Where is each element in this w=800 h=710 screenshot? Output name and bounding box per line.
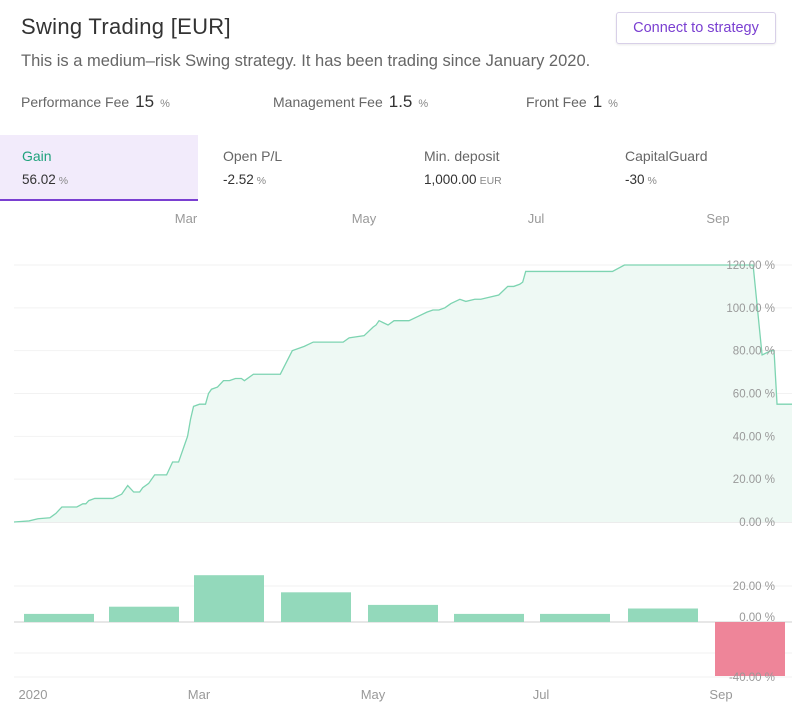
tab-label: Min. deposit (424, 148, 500, 164)
tab-gain[interactable]: Gain 56.02% (0, 135, 198, 201)
monthly-bar (715, 622, 785, 676)
area-y-tick: 60.00 % (733, 389, 775, 401)
tab-label: Gain (22, 148, 52, 164)
strategy-description: This is a medium–risk Swing strategy. It… (21, 52, 591, 70)
monthly-bar (281, 592, 351, 622)
area-y-tick: 120.00 % (726, 260, 775, 272)
top-axis-label: Sep (706, 211, 729, 226)
fees-row: Performance Fee 15 % Management Fee 1.5 … (0, 92, 800, 116)
area-y-tick: 40.00 % (733, 431, 775, 443)
area-y-tick: 80.00 % (733, 346, 775, 358)
fee-label: Management Fee (273, 94, 383, 110)
performance-fee: Performance Fee 15 % (21, 92, 170, 112)
monthly-gain-bars (24, 575, 785, 676)
area-y-tick: 100.00 % (726, 303, 775, 315)
bar-y-ticks: 20.00 % 0.00 % -40.00 % (729, 581, 775, 684)
gain-line (13, 264, 792, 523)
front-fee: Front Fee 1 % (526, 92, 618, 112)
monthly-bar (194, 575, 264, 622)
bottom-axis-label: 2020 (19, 687, 48, 702)
fee-value: 1.5 (388, 92, 413, 111)
tab-value: -30% (625, 172, 657, 187)
tab-value: 1,000.00 EUR (424, 172, 502, 187)
area-y-ticks: 120.00 % 100.00 % 80.00 % 60.00 % 40.00 % 20.… (726, 260, 775, 529)
bar-y-tick: 0.00 % (739, 612, 775, 624)
tab-unit: EUR (479, 175, 502, 187)
monthly-bar (454, 613, 524, 622)
bottom-axis-label: Sep (709, 687, 732, 702)
tab-value: -2.52% (223, 172, 266, 187)
cumulative-gain-area (13, 264, 792, 523)
connect-to-strategy-button[interactable]: Connect to strategy (616, 12, 776, 44)
monthly-bar (628, 608, 698, 622)
tab-value-number: -30 (625, 172, 645, 187)
tab-capitalguard[interactable]: CapitalGuard -30% (603, 135, 800, 199)
top-month-axis: Mar May Jul Sep (175, 211, 730, 226)
tab-unit: % (256, 175, 267, 187)
bar-y-tick: -40.00 % (729, 672, 775, 684)
tab-label: CapitalGuard (625, 148, 708, 164)
monthly-bar (109, 606, 179, 622)
fee-unit: % (160, 98, 170, 110)
bottom-axis-label: Jul (533, 687, 550, 702)
strategy-title: Swing Trading [EUR] (21, 14, 231, 39)
tab-value-number: -2.52 (223, 172, 254, 187)
tab-value-number: 1,000.00 (424, 172, 477, 187)
area-y-tick: 0.00 % (739, 517, 775, 529)
fee-unit: % (608, 98, 618, 110)
management-fee: Management Fee 1.5 % (273, 92, 428, 112)
tab-min-deposit[interactable]: Min. deposit 1,000.00 EUR (402, 135, 600, 199)
tab-value-number: 56.02 (22, 172, 56, 187)
tab-unit: % (58, 175, 69, 187)
fee-label: Performance Fee (21, 94, 130, 110)
bottom-axis-label: May (361, 687, 386, 702)
bar-y-tick: 20.00 % (733, 581, 775, 593)
tab-unit: % (647, 175, 657, 187)
fee-value: 1 (592, 92, 603, 111)
stats-tabs: Gain 56.02% Open P/L -2.52% Min. deposit… (0, 135, 800, 201)
gain-area-fill (14, 265, 792, 522)
monthly-bar (24, 613, 94, 622)
monthly-bar (540, 613, 610, 622)
tab-label: Open P/L (223, 148, 283, 164)
tab-open-pl[interactable]: Open P/L -2.52% (201, 135, 399, 199)
gain-chart[interactable]: Mar May Jul Sep 120.00 % 100.00 % 80.00 % 60.0… (0, 205, 800, 710)
top-axis-label: Mar (175, 211, 198, 226)
bottom-month-axis: 2020 Mar May Jul Sep (19, 687, 733, 702)
monthly-bar (368, 604, 438, 622)
tab-value: 56.02% (22, 172, 68, 187)
top-axis-label: May (352, 211, 377, 226)
area-y-tick: 20.00 % (733, 474, 775, 486)
fee-label: Front Fee (526, 94, 587, 110)
bottom-axis-label: Mar (188, 687, 211, 702)
fee-value: 15 (135, 92, 155, 111)
bar-chart-grid (14, 585, 792, 678)
top-axis-label: Jul (528, 211, 545, 226)
fee-unit: % (418, 98, 429, 110)
